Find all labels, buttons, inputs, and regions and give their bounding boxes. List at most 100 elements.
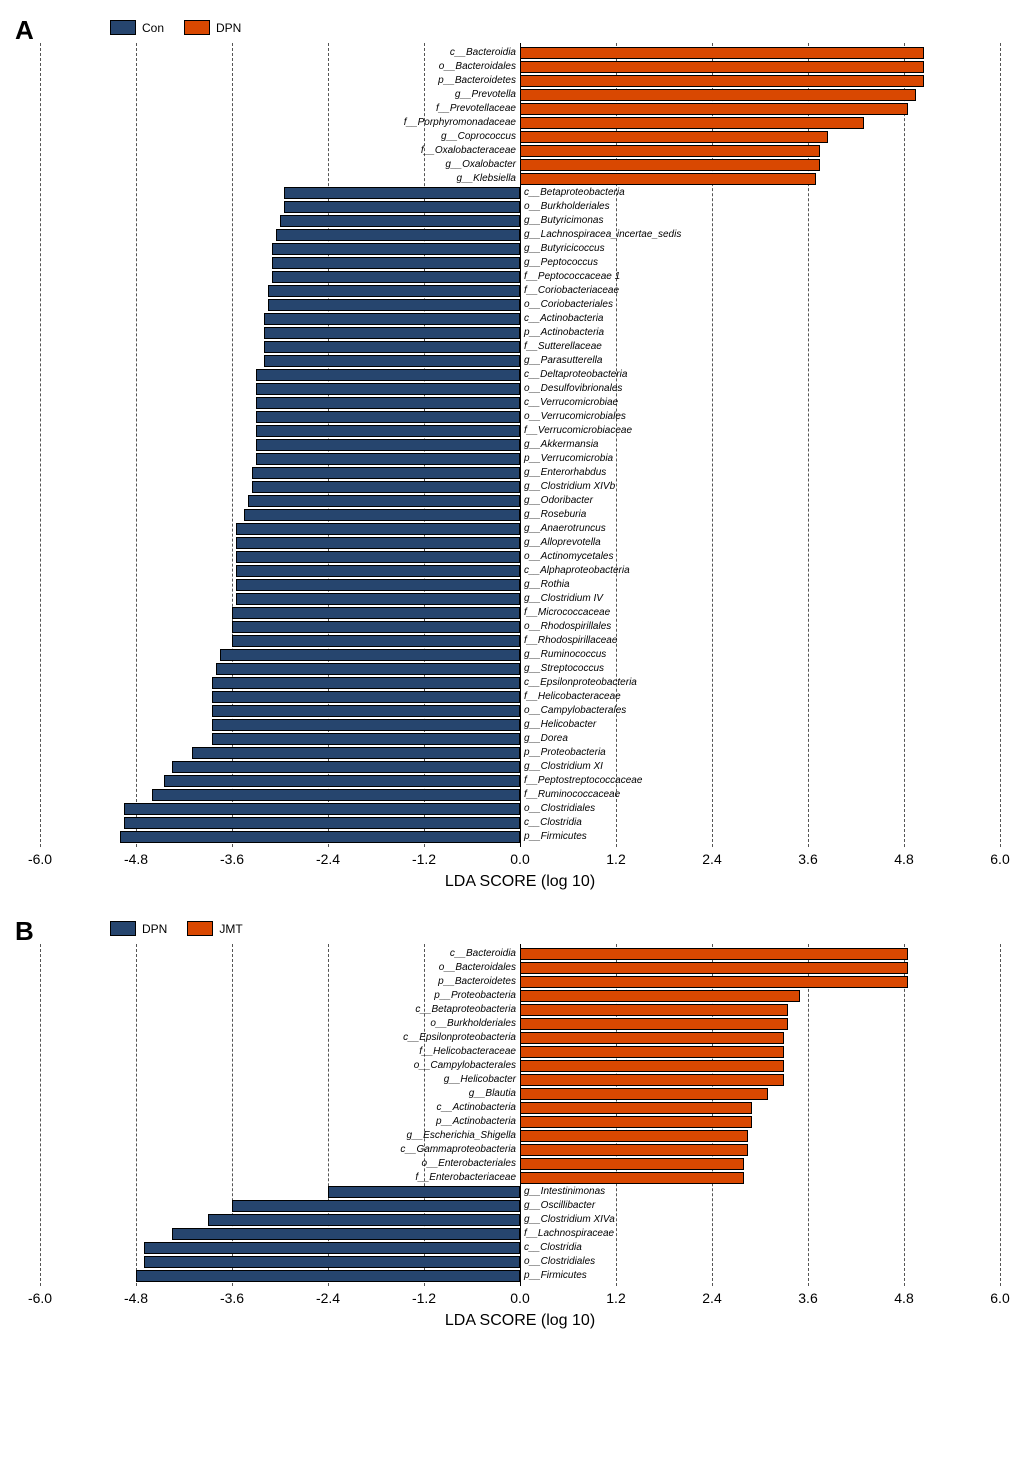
bar [520, 1018, 788, 1030]
bar-label: g__Akkermansia [524, 438, 598, 452]
bar-row: g__Odoribacter [40, 494, 1000, 508]
bar [520, 1116, 752, 1128]
bar-label: o__Clostridiales [524, 1255, 595, 1269]
bar [264, 313, 520, 325]
bar [212, 705, 520, 717]
bar-label: g__Enterorhabdus [524, 466, 606, 480]
bar-label: g__Oscillibacter [524, 1199, 595, 1213]
bar-row: g__Peptococcus [40, 256, 1000, 270]
bar [124, 803, 520, 815]
plot-area: c__Bacteroidiao__Bacteroidalesp__Bactero… [40, 944, 1000, 1286]
bar [272, 257, 520, 269]
bar-row: g__Prevotella [40, 88, 1000, 102]
x-tick: -1.2 [412, 851, 436, 867]
bar-row: o__Clostridiales [40, 802, 1000, 816]
bar [124, 817, 520, 829]
bar [520, 47, 924, 59]
bar [192, 747, 520, 759]
bar-label: c__Bacteroidia [450, 46, 516, 60]
bar-row: g__Oscillibacter [40, 1199, 1000, 1213]
bar [520, 1130, 748, 1142]
bar-label: c__Clostridia [524, 1241, 582, 1255]
bar [520, 61, 924, 73]
bar-row: f__Sutterellaceae [40, 340, 1000, 354]
legend-swatch [110, 20, 136, 35]
bar-label: p__Proteobacteria [524, 746, 606, 760]
bar-row: p__Firmicutes [40, 1269, 1000, 1283]
panel-letter: A [15, 15, 34, 46]
bar-label: o__Burkholderiales [524, 200, 610, 214]
bar [208, 1214, 520, 1226]
bar-label: g__Butyricicoccus [524, 242, 605, 256]
bar-row: g__Clostridium XIVb [40, 480, 1000, 494]
bar-label: f__Verrucomicrobiaceae [524, 424, 632, 438]
bar-row: f__Lachnospiraceae [40, 1227, 1000, 1241]
legend-label: DPN [216, 21, 241, 35]
bar [520, 1172, 744, 1184]
x-tick: -2.4 [316, 1290, 340, 1306]
x-tick: 0.0 [510, 851, 529, 867]
bar-row: o__Bacteroidales [40, 961, 1000, 975]
panel-letter: B [15, 916, 34, 947]
bar [144, 1256, 520, 1268]
bar-row: c__Epsilonproteobacteria [40, 1031, 1000, 1045]
bar-row: g__Escherichia_Shigella [40, 1129, 1000, 1143]
bar [256, 425, 520, 437]
legend-label: Con [142, 21, 164, 35]
bar-row: o__Bacteroidales [40, 60, 1000, 74]
x-tick: 2.4 [702, 1290, 721, 1306]
bar-row: g__Butyricimonas [40, 214, 1000, 228]
bar [212, 677, 520, 689]
bar-row: p__Actinobacteria [40, 1115, 1000, 1129]
x-tick: 1.2 [606, 851, 625, 867]
bar-label: c__Bacteroidia [450, 947, 516, 961]
bar-label: g__Ruminococcus [524, 648, 606, 662]
bar [264, 327, 520, 339]
bar-label: g__Butyricimonas [524, 214, 603, 228]
bar-row: c__Betaproteobacteria [40, 1003, 1000, 1017]
bar-label: g__Dorea [524, 732, 568, 746]
bar-label: g__Coprococcus [441, 130, 516, 144]
legend-label: JMT [219, 922, 242, 936]
bar-label: o__Rhodospirillales [524, 620, 611, 634]
x-tick: 4.8 [894, 851, 913, 867]
bar-label: g__Clostridium XIVb [524, 480, 615, 494]
bar-row: c__Alphaproteobacteria [40, 564, 1000, 578]
bar-row: g__Helicobacter [40, 1073, 1000, 1087]
legend-swatch [187, 921, 213, 936]
bar-label: c__Betaproteobacteria [415, 1003, 516, 1017]
bar [236, 537, 520, 549]
bar-row: g__Streptococcus [40, 662, 1000, 676]
bar-row: f__Oxalobacteraceae [40, 144, 1000, 158]
bar-row: g__Intestinimonas [40, 1185, 1000, 1199]
x-tick: -4.8 [124, 851, 148, 867]
bar-row: p__Proteobacteria [40, 989, 1000, 1003]
bar [152, 789, 520, 801]
legend-item: Con [110, 20, 164, 35]
bar-row: o__Campylobacterales [40, 704, 1000, 718]
bar [520, 962, 908, 974]
x-tick: 3.6 [798, 1290, 817, 1306]
bar [520, 948, 908, 960]
bar [144, 1242, 520, 1254]
bar-label: o__Actinomycetales [524, 550, 614, 564]
bar-row: g__Akkermansia [40, 438, 1000, 452]
x-tick: 1.2 [606, 1290, 625, 1306]
bar [520, 89, 916, 101]
bar-row: f__Helicobacteraceae [40, 690, 1000, 704]
bar-row: f__Coriobacteriaceae [40, 284, 1000, 298]
x-tick: 0.0 [510, 1290, 529, 1306]
x-axis: -6.0-4.8-3.6-2.4-1.20.01.22.43.64.86.0 [40, 849, 1000, 871]
bar [520, 1060, 784, 1072]
bar-label: o__Desulfovibrionales [524, 382, 622, 396]
bar-row: f__Verrucomicrobiaceae [40, 424, 1000, 438]
bar [120, 831, 520, 843]
bar-label: g__Streptococcus [524, 662, 604, 676]
bar-label: p__Firmicutes [524, 830, 587, 844]
bar-row: o__Actinomycetales [40, 550, 1000, 564]
bar-row: g__Helicobacter [40, 718, 1000, 732]
bar [520, 990, 800, 1002]
legend-item: JMT [187, 921, 242, 936]
bar-row: p__Bacteroidetes [40, 74, 1000, 88]
bar-row: g__Clostridium IV [40, 592, 1000, 606]
